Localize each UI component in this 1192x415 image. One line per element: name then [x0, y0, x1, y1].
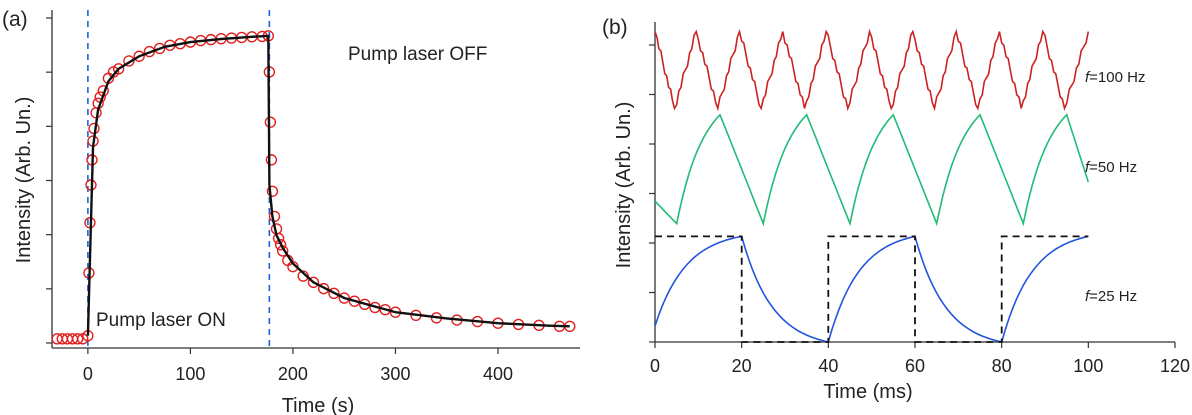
panel-a-marker	[112, 63, 125, 75]
panel-a-x-title: Time (s)	[282, 395, 355, 415]
panel-a-x-tick-label: 0	[83, 364, 93, 384]
annotation-pump-on: Pump laser ON	[96, 310, 226, 331]
panel-a-marker	[272, 232, 285, 245]
panel-a-fit	[86, 34, 570, 336]
panel-a-y-title: Intensity (Arb. Un.)	[13, 97, 35, 264]
panel-a-marker	[133, 50, 145, 62]
panel-a-marker	[338, 292, 350, 304]
panel-b-x-tick-label: 0	[650, 356, 660, 376]
panel-a-marker	[266, 185, 279, 197]
panel-b-line-f50	[654, 113, 1090, 227]
panel-b-x-tick-label: 20	[732, 356, 752, 376]
panel-b-line-f25	[654, 235, 1089, 343]
panel-b-line-f100	[654, 28, 1090, 112]
panel-b-x-title: Time (ms)	[823, 381, 912, 403]
panel-b-lines	[654, 28, 1090, 343]
panel-a-marker	[264, 116, 277, 128]
panel-b-x-tick-label: 80	[992, 356, 1012, 376]
annotation-pump-off: Pump laser OFF	[348, 44, 487, 65]
panel-b-x-ticks: 0 20 40 60 80 100 120	[650, 342, 1190, 376]
panel-a-marker	[328, 287, 340, 300]
panel-b-square-wave	[655, 235, 1089, 343]
panel-b-x-tick-label: 100	[1073, 356, 1103, 376]
panel-b-x-tick-label: 60	[905, 356, 925, 376]
panel-b-y-ticks	[649, 44, 655, 343]
panel-a-x-tick-label: 400	[483, 364, 513, 384]
panel-a-markers	[51, 30, 576, 345]
panel-a-x-tick-label: 200	[278, 364, 308, 384]
panel-a-marker	[274, 238, 287, 251]
panel-a-marker	[123, 55, 135, 67]
panel-b-x-tick-label: 120	[1160, 356, 1190, 376]
panel-a-label: (a)	[2, 8, 28, 31]
legend-f25: f=25 Hz	[1085, 288, 1137, 305]
legend-f100: f=100 Hz	[1085, 69, 1145, 86]
panel-a-x-tick-label: 100	[175, 364, 205, 384]
panel-a-marker	[317, 282, 330, 295]
panel-b-y-title: Intensity (Arb. Un.)	[613, 102, 635, 269]
panel-a-marker	[265, 154, 278, 166]
panel-a-marker	[307, 276, 320, 289]
panel-a: (a) 0 100 200 300 400 Pump laser OFF Pump la…	[2, 8, 580, 415]
panel-a-vlines	[87, 10, 271, 348]
panel-a-x-tick-label: 300	[380, 364, 410, 384]
panel-a-fit-line	[86, 34, 570, 336]
panel-b: (b) 0 20 40 60 80 100 120 f=100 Hz f=50 Hz f=2…	[602, 16, 1190, 403]
panel-b-x-tick-label: 40	[818, 356, 838, 376]
legend-f50: f=50 Hz	[1085, 159, 1137, 176]
panel-a-x-ticks: 0 100 200 300 400	[83, 348, 513, 384]
panel-a-marker	[153, 42, 166, 55]
panel-a-y-ticks	[46, 17, 52, 344]
panel-a-marker	[71, 333, 84, 345]
panel-b-label: (b)	[602, 16, 628, 39]
